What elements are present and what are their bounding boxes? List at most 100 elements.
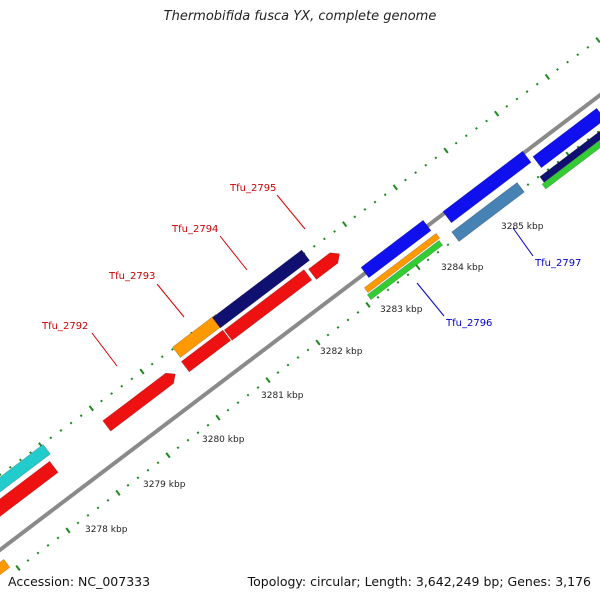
tick-mark — [373, 200, 377, 204]
tick-mark — [494, 110, 500, 117]
tick-mark — [505, 104, 509, 108]
tick-mark — [436, 250, 440, 254]
tick-mark — [392, 184, 398, 191]
gene-label[interactable]: Tfu_2795 — [229, 183, 276, 194]
tick-mark — [265, 377, 271, 384]
tick-mark — [566, 60, 570, 64]
tick-mark — [176, 446, 180, 450]
tick-mark — [485, 119, 488, 123]
tick-mark — [196, 431, 200, 435]
gene-block-steelblue-2797[interactable] — [451, 182, 525, 242]
tick-mark — [443, 147, 449, 154]
tick-mark — [146, 468, 150, 472]
tick-mark — [8, 465, 12, 469]
tick-mark — [96, 506, 100, 510]
gene-block-red-2794[interactable] — [223, 269, 313, 341]
gene-block-red-2793[interactable] — [180, 329, 232, 373]
tick-mark — [296, 356, 300, 359]
tick-mark — [26, 559, 30, 562]
leader-line — [512, 227, 534, 257]
gene-block-navy-right[interactable] — [539, 130, 600, 183]
tick-mark — [165, 452, 171, 459]
gene-label[interactable]: Tfu_2793 — [108, 271, 155, 282]
tick-mark — [424, 163, 428, 167]
tick-mark — [88, 405, 94, 412]
tick-mark — [414, 171, 418, 175]
tick-mark — [474, 126, 478, 130]
scale-label: 3280 kbp — [202, 435, 245, 445]
scale-label: 3283 kbp — [380, 305, 423, 315]
tick-mark — [556, 68, 559, 71]
tick-mark — [206, 423, 210, 427]
gene-block-green-right[interactable] — [541, 137, 600, 190]
tick-mark — [525, 90, 529, 93]
tick-mark — [86, 513, 90, 517]
gene-block-green-2796[interactable] — [366, 240, 444, 300]
tick-mark — [156, 461, 160, 465]
tick-mark — [236, 401, 240, 405]
tick-mark — [536, 175, 540, 179]
scale-label: 3282 kbp — [320, 347, 363, 357]
gene-block-orange-corner[interactable] — [0, 558, 11, 576]
tick-mark — [315, 339, 321, 346]
gene-block-navy-2794[interactable] — [212, 249, 310, 329]
gene-block-orange-2796[interactable] — [363, 233, 441, 293]
scale-label: 3281 kbp — [261, 391, 304, 401]
tick-mark — [544, 73, 550, 80]
tick-mark — [365, 301, 371, 308]
tick-mark — [150, 362, 154, 366]
tick-mark — [226, 408, 230, 412]
tick-mark — [434, 156, 438, 160]
tick-mark — [322, 237, 326, 241]
tick-mark — [454, 141, 458, 145]
tick-mark — [0, 473, 2, 476]
kbp-scale: 3278 kbp 3279 kbp 3280 kbp 3281 kbp 3282 kbp… — [85, 222, 544, 535]
accession-text: Accession: NC_007333 — [8, 574, 151, 589]
tick-mark — [356, 311, 360, 314]
tick-mark — [312, 244, 316, 248]
tick-mark — [136, 476, 140, 480]
tick-mark — [595, 37, 600, 43]
gene-block-blue-2797[interactable] — [442, 150, 532, 224]
tick-mark — [246, 393, 250, 397]
tick-mark — [415, 264, 421, 271]
gene-label[interactable]: Tfu_2794 — [171, 224, 218, 235]
tick-mark — [404, 178, 407, 182]
leader-line — [219, 235, 248, 271]
tick-mark — [18, 458, 22, 462]
tick-mark — [515, 97, 519, 101]
gene-label[interactable]: Tfu_2797 — [534, 258, 581, 269]
feature-track — [0, 107, 600, 576]
tick-mark — [333, 230, 336, 233]
tick-mark — [59, 429, 63, 432]
tick-mark — [346, 318, 350, 322]
tick-mark — [386, 288, 390, 292]
gene-block-red-2795[interactable] — [308, 252, 340, 280]
tick-mark — [79, 414, 83, 418]
gene-block-red-2792[interactable] — [102, 372, 176, 432]
tick-mark — [170, 347, 174, 351]
tick-mark — [160, 355, 164, 359]
tick-mark — [256, 386, 260, 389]
tick-mark — [535, 82, 539, 86]
tick-mark — [15, 565, 21, 571]
scale-label: 3285 kbp — [501, 222, 544, 232]
tick-mark — [69, 421, 73, 425]
gene-label-layer: Tfu_2792 Tfu_2793 Tfu_2794 Tfu_2795 Tfu_2796… — [41, 183, 581, 332]
tick-mark — [526, 183, 530, 187]
gene-block-cyan-left[interactable] — [0, 444, 51, 497]
tick-mark — [353, 215, 357, 219]
gene-block-blue-2796[interactable] — [360, 219, 432, 279]
tick-mark — [276, 371, 280, 374]
tick-mark — [576, 53, 580, 57]
tick-mark — [65, 527, 71, 534]
gene-block-red-left[interactable] — [0, 460, 59, 520]
tick-mark — [464, 134, 468, 138]
tick-mark — [215, 414, 221, 421]
tick-mark — [326, 333, 330, 337]
gene-label[interactable]: Tfu_2796 — [445, 318, 492, 329]
tick-mark — [376, 295, 380, 299]
gene-label[interactable]: Tfu_2792 — [41, 321, 88, 332]
gene-block-blue-right[interactable] — [532, 107, 600, 169]
